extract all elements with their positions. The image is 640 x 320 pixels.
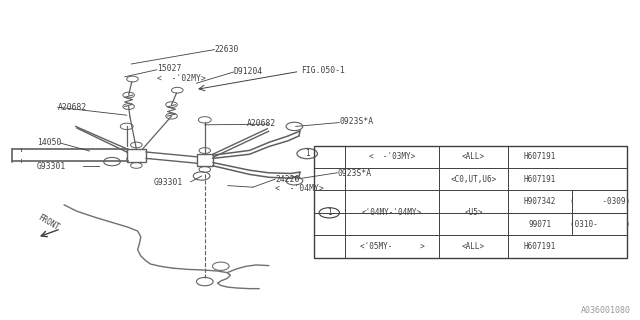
Text: <U5>: <U5> [464, 208, 483, 217]
Text: H907342: H907342 [524, 197, 556, 206]
Text: 15027: 15027 [157, 64, 181, 73]
Text: 1: 1 [327, 208, 332, 217]
Text: H607191: H607191 [524, 152, 556, 161]
Text: D91204: D91204 [234, 68, 263, 76]
Text: G93301: G93301 [154, 178, 183, 187]
Text: 24226: 24226 [275, 175, 300, 184]
Text: G93301: G93301 [37, 162, 67, 171]
Text: (      -0309): ( -0309) [570, 197, 630, 206]
Text: 14050: 14050 [37, 138, 61, 147]
Text: 0923S*A: 0923S*A [337, 169, 371, 178]
Text: A036001080: A036001080 [580, 306, 630, 315]
Text: <  -'03MY>: < -'03MY> [369, 152, 415, 161]
Text: H607191: H607191 [524, 242, 556, 251]
Text: <C0,UT,U6>: <C0,UT,U6> [451, 175, 497, 184]
Text: <'05MY-      >: <'05MY- > [360, 242, 424, 251]
Text: (0310-      ): (0310- ) [570, 220, 630, 228]
Text: FIG.050-1: FIG.050-1 [301, 66, 345, 75]
Circle shape [319, 208, 339, 218]
Text: <  -'02MY>: < -'02MY> [157, 74, 205, 83]
Text: FRONT: FRONT [36, 213, 61, 232]
Circle shape [297, 148, 317, 159]
Text: <'04MY-'04MY>: <'04MY-'04MY> [362, 208, 422, 217]
Text: 22630: 22630 [214, 45, 239, 54]
Text: A20682: A20682 [246, 119, 276, 128]
Bar [314, 146, 627, 258]
Text: 99071: 99071 [529, 220, 552, 228]
Bar [127, 149, 146, 162]
Text: <  -'04MY>: < -'04MY> [275, 184, 324, 193]
Text: <ALL>: <ALL> [462, 152, 485, 161]
Text: A20682: A20682 [58, 103, 87, 112]
Text: H607191: H607191 [524, 175, 556, 184]
Text: 1: 1 [305, 149, 310, 158]
Bar [197, 155, 212, 166]
Text: 0923S*A: 0923S*A [339, 117, 373, 126]
Text: <ALL>: <ALL> [462, 242, 485, 251]
